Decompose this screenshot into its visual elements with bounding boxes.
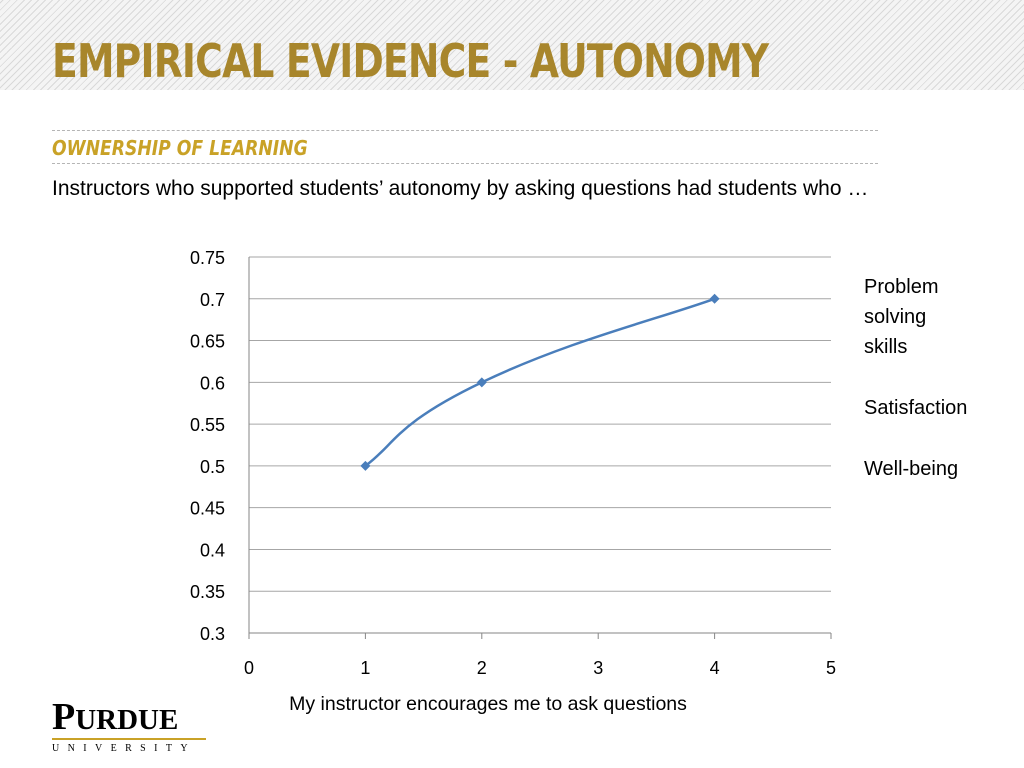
x-tick-label: 0 [244, 658, 254, 678]
bottom-dashed-rule [52, 163, 878, 164]
logo-subtext: UNIVERSITY [52, 743, 196, 754]
y-tick-label: 0.7 [200, 290, 225, 310]
logo-initial: P [52, 696, 76, 738]
y-tick-label: 0.5 [200, 457, 225, 477]
y-tick-label: 0.3 [200, 624, 225, 644]
x-axis-title: My instructor encourages me to ask quest… [289, 693, 687, 715]
x-tick-label: 5 [826, 658, 836, 678]
x-tick-label: 2 [477, 658, 487, 678]
x-tick-label: 4 [710, 658, 720, 678]
outcome-list: Problem solving skills Satisfaction Well… [864, 272, 1014, 484]
purdue-logo: PURDUE UNIVERSITY [52, 698, 212, 754]
x-tick-label: 1 [360, 658, 370, 678]
series-line [364, 297, 716, 467]
y-tick-label: 0.35 [190, 582, 225, 602]
x-tick-label: 3 [593, 658, 603, 678]
y-tick-label: 0.4 [200, 540, 225, 560]
header-hatch-band [0, 0, 1024, 90]
data-point-marker [476, 377, 487, 388]
logo-rule [52, 738, 206, 740]
slide-subtitle: OWNERSHIP OF LEARNING [52, 136, 308, 160]
y-tick-label: 0.45 [190, 499, 225, 519]
outcome-satisfaction: Satisfaction [864, 397, 968, 419]
intro-text: Instructors who supported students’ auto… [52, 177, 869, 200]
outcome-problem-solving: Problem solving skills [864, 276, 939, 358]
y-tick-label: 0.55 [190, 415, 225, 435]
y-tick-label: 0.65 [190, 332, 225, 352]
logo-wordmark: PURDUE [52, 698, 212, 737]
data-point-marker [360, 460, 371, 471]
slide-title: EMPIRICAL EVIDENCE - AUTONOMY [52, 34, 769, 88]
y-tick-label: 0.6 [200, 373, 225, 393]
logo-rest: URDUE [75, 704, 179, 736]
outcome-well-being: Well-being [864, 458, 959, 480]
top-dashed-rule [52, 130, 878, 131]
y-tick-label: 0.75 [190, 248, 225, 268]
data-point-marker [709, 293, 720, 304]
